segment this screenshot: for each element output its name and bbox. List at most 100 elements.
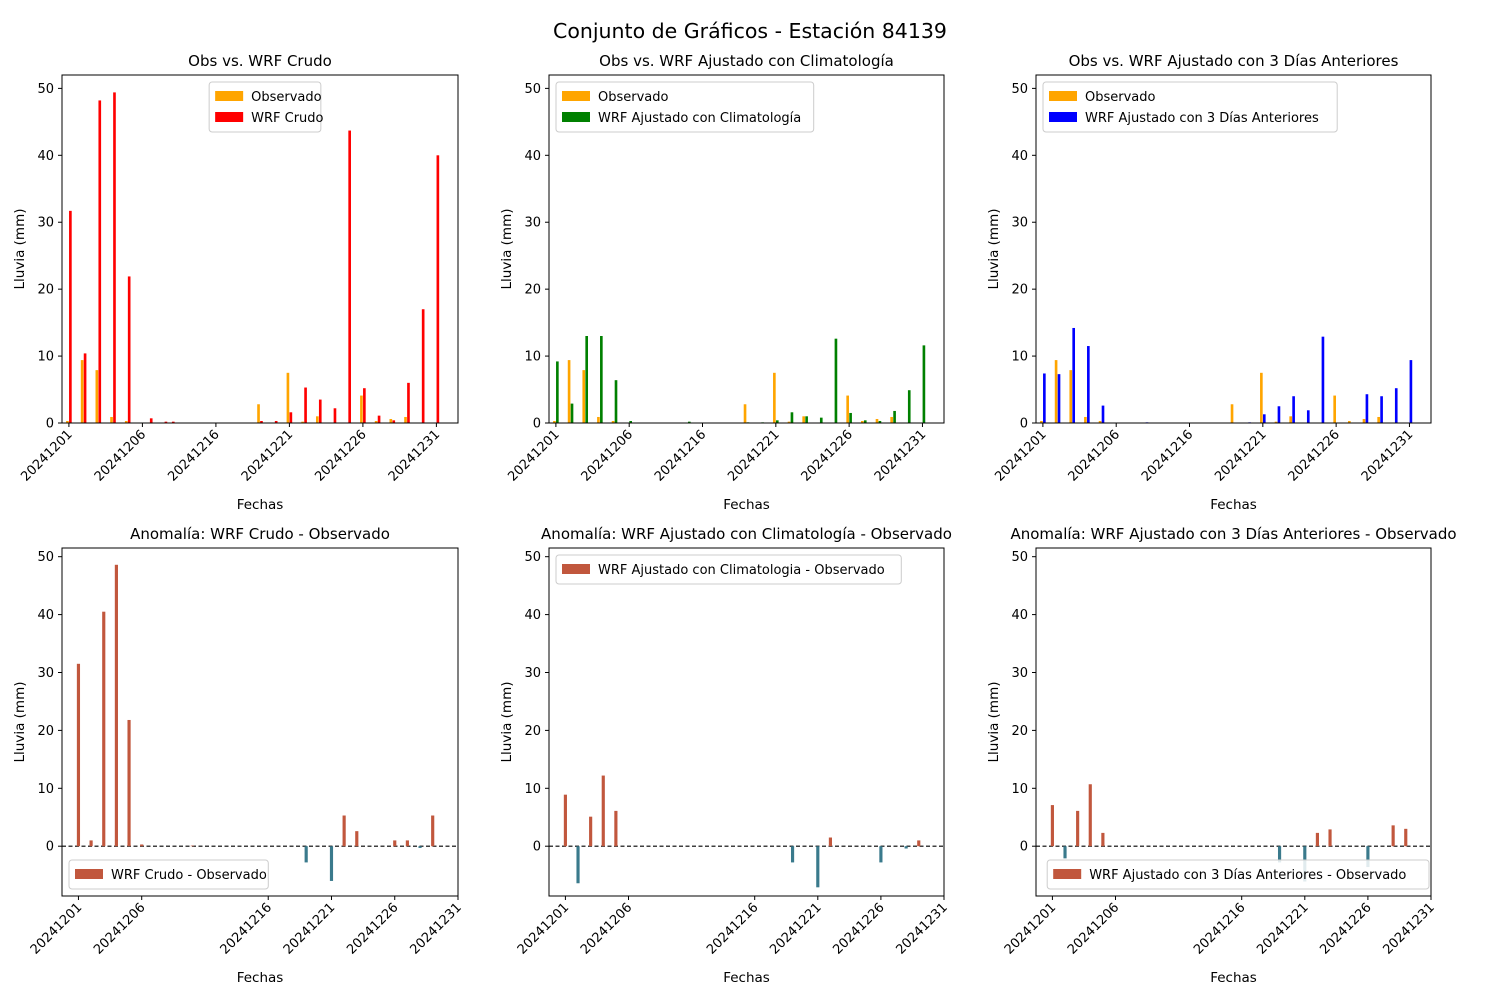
bar [374,420,378,423]
y-tick-label: 10 [37,350,54,365]
bar [164,421,168,423]
bar [83,353,87,423]
y-tick-label: 10 [37,782,54,797]
legend: WRF Ajustado con 3 Días Anteriores - Obs… [1046,859,1430,890]
y-tick-label: 50 [37,550,54,565]
y-tick-label: 0 [46,840,54,855]
bar [1380,396,1383,423]
bar [1057,374,1061,423]
bar [1101,405,1105,423]
legend-label: WRF Crudo - Observado [111,868,267,883]
legend: WRF Ajustado con Climatologia - Observad… [555,554,902,585]
legend-label: WRF Crudo [251,111,323,126]
bar [257,404,260,423]
axes-frame [1035,74,1432,424]
legend: Observado WRF Ajustado con Climatología [555,81,815,133]
bar [917,840,921,847]
y-axis-label: Lluvia (mm) [12,209,28,290]
bar [260,420,263,423]
y-tick-label: 10 [1011,782,1028,797]
y-tick-label: 20 [37,283,54,298]
bar [629,420,632,423]
bar [304,387,307,423]
y-axis-label: Lluvia (mm) [499,682,515,763]
bar [1315,832,1319,847]
bar [110,416,113,423]
bar [316,416,319,423]
bar [80,360,84,423]
y-tick-label: 30 [37,666,54,681]
bar [301,421,304,423]
bar [360,395,363,423]
y-tick-label: 40 [1011,608,1028,623]
bar [790,412,794,423]
legend: Observado WRF Crudo [208,81,324,133]
chart-title: Obs vs. WRF Ajustado con Climatología [599,52,894,70]
bar [1262,414,1266,423]
legend-swatch [1053,869,1082,879]
bar [333,408,337,423]
bar [567,360,571,423]
legend-frame [68,859,269,890]
chart-title: Anomalía: WRF Ajustado con Climatología … [541,525,952,543]
y-tick-label: 50 [1011,550,1028,565]
y-tick-label: 50 [524,550,541,565]
bar [805,416,808,423]
bar [1321,336,1325,423]
bar [393,840,397,847]
bar [1292,396,1295,423]
bar [124,420,128,423]
bar [89,840,93,847]
bar [1084,416,1087,423]
y-tick-label: 30 [1011,216,1028,231]
bar [802,416,806,423]
axes-frame [548,547,945,897]
y-tick-label: 10 [524,782,541,797]
y-tick-label: 0 [46,417,54,432]
bar [743,404,747,423]
bar [363,388,366,423]
bar [846,395,849,423]
axes-frame [548,74,945,424]
bar [907,390,911,423]
bar [329,846,334,881]
bar [1054,360,1058,423]
bar [342,815,346,847]
bar [828,837,832,847]
bar [790,846,795,863]
bar [389,418,393,423]
chart-title: Obs vs. WRF Crudo [188,52,332,70]
bar [1409,360,1413,423]
bar [787,421,791,423]
bar [289,412,293,423]
bar [418,846,422,848]
bar [1377,416,1380,423]
legend-swatch [1049,112,1077,122]
legend-swatch [562,91,590,101]
y-tick-label: 0 [533,840,541,855]
bar [1069,370,1073,423]
legend-swatch [1049,91,1077,101]
bar [611,420,615,423]
bar [600,336,603,423]
y-axis-label: Lluvia (mm) [12,682,28,763]
y-tick-label: 10 [1011,350,1028,365]
bar [597,416,600,423]
axes-frame [1035,547,1432,897]
bar [1366,846,1370,868]
bar [1088,784,1092,847]
bar [114,564,118,847]
bar [890,416,893,423]
bar [553,420,556,423]
y-tick-label: 30 [524,666,541,681]
bar [1328,829,1332,847]
y-tick-label: 0 [1020,417,1028,432]
legend-swatch [75,869,103,879]
bar [861,420,864,423]
x-axis-label: Fechas [723,970,770,986]
bar [601,775,605,847]
bar [304,846,308,863]
legend-swatch [562,564,590,574]
